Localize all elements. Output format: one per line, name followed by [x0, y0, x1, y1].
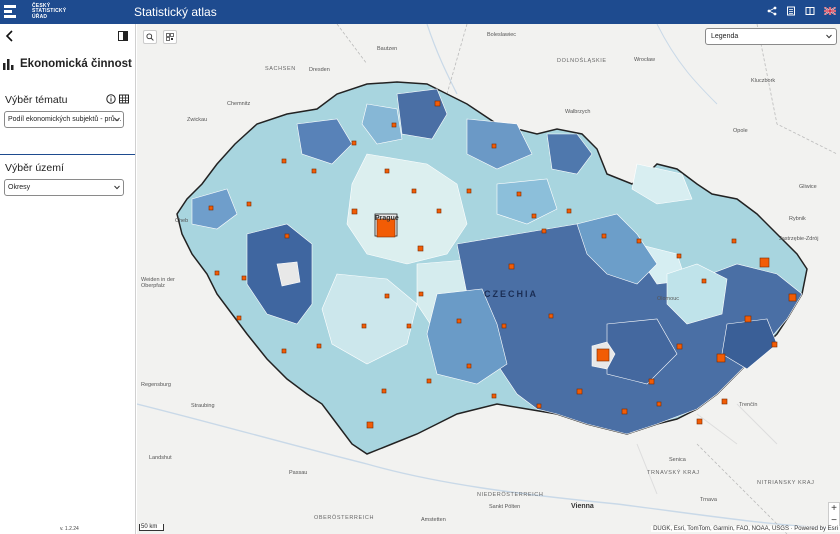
logo-line-3: ÚŘAD	[32, 13, 48, 20]
map-label: Jastrzębie-Zdrój	[779, 236, 819, 242]
zoom-out-button[interactable]: −	[831, 515, 837, 526]
map-label: Amstetten	[421, 517, 446, 523]
topic-tools	[106, 94, 129, 104]
map-search-button[interactable]	[143, 30, 157, 44]
flag-icon[interactable]	[824, 7, 836, 15]
map-label: Passau	[289, 470, 308, 476]
legend-dropdown[interactable]: Legenda	[705, 28, 837, 45]
table-icon[interactable]	[119, 94, 129, 104]
header-bar: ČESKÝ STATISTICKÝ ÚŘAD Statistický atlas	[0, 0, 840, 24]
country-label: CZECHIA	[484, 289, 538, 299]
app-title: Statistický atlas	[134, 5, 217, 19]
area-select[interactable]: Okresy	[4, 179, 124, 196]
map-label: Cheb	[175, 218, 189, 224]
back-arrow-icon[interactable]	[5, 30, 15, 42]
map-label: OBERÖSTERREICH	[314, 515, 375, 521]
map-label: Trnava	[700, 497, 717, 503]
czso-logo-mark-icon	[4, 5, 16, 18]
map-label: Wrocław	[634, 57, 655, 63]
map-attribution: DUGK, Esri, TomTom, Garmin, FAO, NOAA, U…	[651, 526, 840, 532]
map-label: NIEDERÖSTERREICH	[477, 492, 544, 498]
section-title: Ekonomická činnost	[3, 58, 132, 70]
map-label: DOLNOŚLĄSKIE	[557, 58, 607, 64]
chevron-down-icon	[114, 185, 120, 190]
map-view[interactable]: CZECHIA Prague Bautzen Boleslawiec SACHS…	[137, 24, 840, 534]
header-toolbar	[767, 6, 836, 16]
indicator-markers	[208, 100, 797, 429]
chevron-down-icon	[114, 117, 120, 122]
sidebar-divider	[0, 154, 135, 155]
logo-text: ČESKÝ STATISTICKÝ ÚŘAD	[32, 3, 67, 20]
map-basemap	[137, 24, 840, 534]
map-label: Trenčín	[739, 402, 758, 408]
map-label: Boleslawiec	[487, 32, 517, 38]
bar-chart-icon	[3, 58, 14, 70]
map-label: Rybnik	[789, 216, 806, 222]
scale-bar: 50 km	[139, 524, 165, 531]
map-toolbar	[143, 30, 177, 44]
map-label: Senica	[669, 457, 686, 463]
topic-select[interactable]: Podíl ekonomických subjektů - prů…	[4, 111, 124, 128]
book-icon[interactable]	[805, 6, 815, 16]
logo-line-2: STATISTICKÝ	[32, 8, 67, 15]
area-label: Výběr území	[5, 162, 64, 174]
collapse-panel-icon[interactable]	[118, 31, 128, 41]
version-text: v. 1.2.24	[60, 526, 79, 532]
map-label: SACHSEN	[265, 66, 296, 72]
map-label: Chemnitz	[227, 101, 251, 107]
map-label: Sankt Pölten	[489, 504, 521, 510]
czso-logo[interactable]: ČESKÝ STATISTICKÝ ÚŘAD	[4, 2, 70, 22]
map-label: Dresden	[309, 67, 330, 73]
map-label: Straubing	[191, 403, 215, 409]
map-label: Opole	[733, 128, 748, 134]
map-label: Regensburg	[141, 382, 171, 388]
map-label: Landshut	[149, 455, 172, 461]
map-label: Walbrzych	[565, 109, 591, 115]
section-title-text: Ekonomická činnost	[20, 58, 132, 70]
chevron-down-icon	[826, 34, 832, 39]
share-icon[interactable]	[767, 6, 777, 16]
map-label: TRNAVSKÝ KRAJ	[647, 470, 700, 476]
map-label: NITRIANSKY KRAJ	[757, 480, 815, 486]
qr-code-icon	[166, 33, 174, 41]
zoom-control: + −	[828, 502, 840, 528]
map-label: Olomouc	[657, 296, 680, 302]
map-label: Weiden in der Oberpfalz	[141, 277, 175, 289]
info-icon[interactable]	[106, 94, 116, 104]
topic-label: Výběr tématu	[5, 94, 68, 106]
layers-icon[interactable]	[786, 6, 796, 16]
map-label: Kluczbork	[751, 78, 776, 84]
map-label: Zwickau	[187, 117, 208, 123]
area-select-value: Okresy	[8, 184, 31, 191]
map-label: Bautzen	[377, 46, 398, 52]
city-label: Prague	[375, 215, 399, 222]
zoom-in-button[interactable]: +	[831, 503, 837, 514]
legend-label: Legenda	[711, 33, 739, 40]
search-icon	[146, 33, 154, 41]
sidebar-panel: Ekonomická činnost Výběr tématu Podíl ek…	[0, 24, 136, 534]
topic-select-value: Podíl ekonomických subjektů - prů…	[8, 116, 122, 123]
map-label: Vienna	[571, 503, 594, 510]
map-label: Gliwice	[799, 184, 817, 190]
logo-line-1: ČESKÝ	[32, 3, 51, 9]
map-qr-button[interactable]	[163, 30, 177, 44]
